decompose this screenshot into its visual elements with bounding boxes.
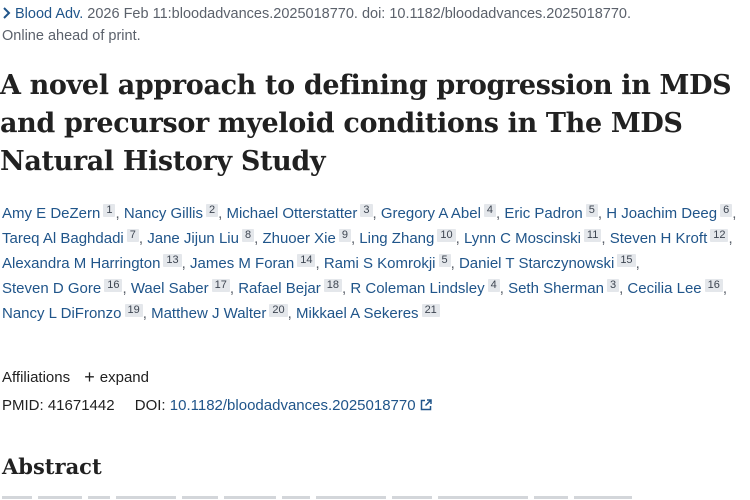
author-item: Seth Sherman 3 <box>508 279 620 297</box>
pmid-value: 41671442 <box>47 397 115 414</box>
affiliation-number[interactable]: 4 <box>483 204 497 217</box>
author-name-link[interactable]: Mikkael A Sekeres <box>296 305 419 322</box>
author-item: Michael Otterstatter 3 <box>226 204 373 222</box>
author-name-link[interactable]: Cecilia Lee <box>627 280 702 297</box>
author-name-link[interactable]: Alexandra M Harrington <box>2 255 161 272</box>
affiliation-number[interactable]: 5 <box>438 254 451 267</box>
author-name-link[interactable]: Steven D Gore <box>2 280 102 297</box>
affiliation-number[interactable]: 5 <box>585 204 598 217</box>
author-name-link[interactable]: Steven H Kroft <box>609 230 708 247</box>
affiliation-number[interactable]: 12 <box>710 229 729 242</box>
affiliations-expand-button[interactable]: + expand <box>84 367 149 387</box>
author-item: Steven H Kroft 12 <box>609 229 729 247</box>
author-item: Gregory A Abel 4 <box>380 204 497 222</box>
abstract-heading: Abstract <box>2 454 102 479</box>
journal-link[interactable]: Blood Adv. <box>15 6 84 22</box>
affiliation-number[interactable]: 18 <box>323 279 343 292</box>
author-name-link[interactable]: Nancy Gillis <box>123 205 204 222</box>
affiliation-number[interactable]: 3 <box>606 279 620 292</box>
doi-link[interactable]: 10.1182/bloodadvances.2025018770 <box>170 397 432 414</box>
author-name-link[interactable]: Lynn C Moscinski <box>463 230 581 247</box>
authors-list: Amy E DeZern 1, Nancy Gillis 2, Michael Ot… <box>2 204 737 322</box>
affiliation-number[interactable]: 4 <box>487 279 500 292</box>
affiliation-number[interactable]: 15 <box>617 254 636 267</box>
publication-status: Online ahead of print. <box>2 28 141 44</box>
author-name-link[interactable]: Matthew J Walter <box>151 305 267 322</box>
author-name-link[interactable]: Ling Zhang <box>359 230 435 247</box>
external-link-icon <box>420 399 432 411</box>
affiliation-number[interactable]: 14 <box>297 254 316 267</box>
author-item: James M Foran 14 <box>190 254 316 272</box>
author-item: Matthew J Walter 20 <box>151 304 288 322</box>
author-item: Steven D Gore 16 <box>2 279 123 297</box>
doi-label: DOI: <box>134 397 166 414</box>
author-name-link[interactable]: Michael Otterstatter <box>226 205 358 222</box>
author-item: Nancy L DiFronzo 19 <box>2 304 143 322</box>
author-item: H Joachim Deeg 6 <box>606 204 733 222</box>
affiliation-number[interactable]: 10 <box>437 229 456 242</box>
author-name-link[interactable]: Gregory A Abel <box>380 205 481 222</box>
affiliation-number[interactable]: 19 <box>124 304 143 317</box>
plus-icon: + <box>84 367 95 387</box>
doi-value: 10.1182/bloodadvances.2025018770 <box>169 397 416 414</box>
affiliation-number[interactable]: 11 <box>583 229 602 242</box>
affiliation-number[interactable]: 9 <box>338 229 351 242</box>
author-item: Zhuoer Xie 9 <box>262 229 351 247</box>
affiliation-number[interactable]: 21 <box>421 304 440 317</box>
author-item: Rafael Bejar 18 <box>238 279 343 297</box>
author-name-link[interactable]: Zhuoer Xie <box>262 230 336 247</box>
affiliation-number[interactable]: 16 <box>104 279 123 292</box>
author-item: Alexandra M Harrington 13 <box>2 254 182 272</box>
author-item: Eric Padron 5 <box>504 204 598 222</box>
affiliation-number[interactable]: 13 <box>163 254 182 267</box>
affiliation-number[interactable]: 20 <box>269 304 288 317</box>
author-item: Tareq Al Baghdadi 7 <box>2 229 139 247</box>
author-name-link[interactable]: Seth Sherman <box>508 280 604 297</box>
affiliation-number[interactable]: 2 <box>206 204 219 217</box>
author-item: R Coleman Lindsley 4 <box>350 279 500 297</box>
identifiers-row: PMID: 41671442 DOI: 10.1182/bloodadvance… <box>2 395 432 417</box>
author-name-link[interactable]: Daniel T Starczynowski <box>458 255 615 272</box>
article-title: A novel approach to defining progression… <box>0 70 732 177</box>
citation-line: Blood Adv. 2026 Feb 11:bloodadvances.202… <box>2 3 748 47</box>
author-item: Nancy Gillis 2 <box>123 204 219 222</box>
abstract-text-cutoff <box>2 491 748 500</box>
author-item: Mikkael A Sekeres 21 <box>296 304 440 322</box>
affiliations-label: Affiliations <box>2 369 71 386</box>
affiliation-number[interactable]: 1 <box>103 204 116 217</box>
pmid-label: PMID: <box>2 397 44 414</box>
author-name-link[interactable]: R Coleman Lindsley <box>350 280 485 297</box>
author-item: Amy E DeZern 1 <box>2 204 116 222</box>
author-name-link[interactable]: Jane Jijun Liu <box>147 230 239 247</box>
affiliation-number[interactable]: 3 <box>360 204 373 217</box>
affiliations-row: Affiliations + expand <box>2 366 149 389</box>
affiliation-number[interactable]: 16 <box>704 279 723 292</box>
author-item: Lynn C Moscinski 11 <box>463 229 602 247</box>
affiliation-number[interactable]: 8 <box>241 229 255 242</box>
author-name-link[interactable]: Rami S Komrokji <box>323 255 436 272</box>
author-name-link[interactable]: Rafael Bejar <box>238 280 321 297</box>
author-item: Jane Jijun Liu 8 <box>147 229 255 247</box>
expand-label: expand <box>99 369 149 386</box>
author-name-link[interactable]: Wael Saber <box>130 280 209 297</box>
author-name-link[interactable]: James M Foran <box>190 255 295 272</box>
affiliation-number[interactable]: 7 <box>126 229 139 242</box>
author-item: Cecilia Lee 16 <box>627 279 723 297</box>
author-name-link[interactable]: Amy E DeZern <box>2 205 101 222</box>
author-item: Ling Zhang 10 <box>359 229 456 247</box>
author-name-link[interactable]: Nancy L DiFronzo <box>2 305 122 322</box>
chevron-right-icon[interactable] <box>2 7 12 19</box>
author-name-link[interactable]: H Joachim Deeg <box>606 205 718 222</box>
affiliation-number[interactable]: 6 <box>720 204 733 217</box>
author-item: Daniel T Starczynowski 15 <box>458 254 636 272</box>
author-name-link[interactable]: Tareq Al Baghdadi <box>2 230 124 247</box>
citation-details: 2026 Feb 11:bloodadvances.2025018770. do… <box>83 6 631 22</box>
author-name-link[interactable]: Eric Padron <box>504 205 583 222</box>
author-item: Rami S Komrokji 5 <box>323 254 451 272</box>
affiliation-number[interactable]: 17 <box>211 279 230 292</box>
author-item: Wael Saber 17 <box>130 279 230 297</box>
